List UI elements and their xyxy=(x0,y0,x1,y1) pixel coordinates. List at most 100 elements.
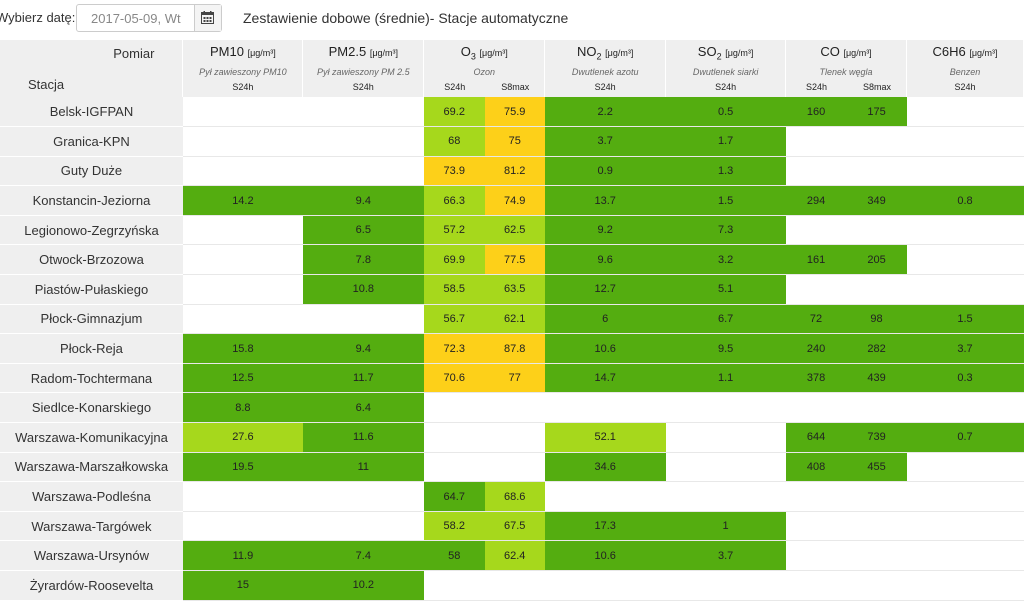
station-name: Otwock-Brzozowa xyxy=(0,244,183,276)
pollutant-name: C6H6 [μg/m³] xyxy=(932,44,998,59)
measurement-cell-co_24 xyxy=(785,570,847,601)
measurement-cell-co_24 xyxy=(785,540,847,571)
header-o3: O3 [μg/m³] Ozon S24h S8max xyxy=(423,40,546,97)
header-station-cell: Pomiar Stacja xyxy=(0,40,184,97)
measurement-cell-c6h6 xyxy=(906,215,1024,246)
measurement-cell-co_8: 455 xyxy=(846,452,907,483)
table-row: Warszawa-Komunikacyjna 27.6 11.6 52.1 644 739… xyxy=(0,422,1024,453)
pollutant-unit: [μg/m³] xyxy=(369,48,399,58)
table-row: Guty Duże 73.9 81.2 0.9 1.3 xyxy=(0,156,1024,187)
measurement-cell-c6h6 xyxy=(906,452,1024,483)
measurement-cell-co_8 xyxy=(846,392,907,424)
measurement-cell-pm10: 12.5 xyxy=(182,363,303,394)
station-name: Warszawa-Ursynów xyxy=(0,540,183,571)
measurement-cell-co_24 xyxy=(785,274,847,305)
measurement-cell-o3_8 xyxy=(484,452,545,483)
table-row: Otwock-Brzozowa 7.8 69.9 77.5 9.6 3.2 161 205 xyxy=(0,244,1024,276)
pollutant-description: Ozon xyxy=(473,67,495,77)
measurement-cell-o3_8: 62.5 xyxy=(484,215,545,246)
measurement-cell-co_24: 408 xyxy=(785,452,847,483)
measurement-cell-o3_24 xyxy=(423,422,485,453)
table-row: Warszawa-Targówek 58.2 67.5 17.3 1 xyxy=(0,511,1024,542)
measurement-cell-c6h6 xyxy=(906,126,1024,157)
measurement-cell-o3_24: 58.5 xyxy=(423,274,485,305)
averaging-s24h: S24h xyxy=(444,82,466,92)
date-value: 2017-05-09, Wt xyxy=(91,11,181,26)
measurement-cell-pm25 xyxy=(302,97,424,128)
toolbar: Wybierz datę: 2017-05-09, Wt Zestawienie… xyxy=(0,0,1024,38)
measurement-cell-c6h6: 0.7 xyxy=(906,422,1024,453)
measurement-cell-co_24: 644 xyxy=(785,422,847,453)
measurement-cell-no2 xyxy=(544,392,666,424)
measurement-cell-co_8 xyxy=(846,481,907,512)
measurement-cell-so2: 1.1 xyxy=(665,363,786,394)
station-name: Siedlce-Konarskiego xyxy=(0,392,183,424)
pollutant-description: Dwutlenek siarki xyxy=(692,67,759,77)
measurement-cell-o3_24: 73.9 xyxy=(423,156,485,187)
measurement-cell-c6h6 xyxy=(906,392,1024,424)
table-row: Belsk-IGFPAN 69.2 75.9 2.2 0.5 160 175 xyxy=(0,97,1024,128)
measurement-cell-o3_24: 69.9 xyxy=(423,244,485,276)
measurement-cell-pm10 xyxy=(182,274,303,305)
measurement-cell-o3_8: 67.5 xyxy=(484,511,545,542)
measurement-cell-co_8: 349 xyxy=(846,185,907,216)
measurement-cell-c6h6: 1.5 xyxy=(906,304,1024,335)
measurement-cell-pm25: 6.5 xyxy=(302,215,424,246)
measurement-cell-no2: 12.7 xyxy=(544,274,666,305)
measurement-cell-o3_24 xyxy=(423,570,485,601)
table-row: Płock-Gimnazjum 56.7 62.1 6 6.7 72 98 1.5 xyxy=(0,304,1024,335)
measurement-cell-co_24 xyxy=(785,511,847,542)
averaging-s24h: S24h xyxy=(954,82,976,92)
measurement-cell-o3_24 xyxy=(423,392,485,424)
measurement-cell-o3_24: 56.7 xyxy=(423,304,485,335)
measurement-cell-pm10 xyxy=(182,156,303,187)
pollutant-unit: [μg/m³] xyxy=(479,48,508,58)
station-name: Płock-Reja xyxy=(0,333,183,364)
header-pm10: PM10 [μg/m³] Pył zawieszony PM10 S24h xyxy=(182,40,304,97)
station-name: Warszawa-Podleśna xyxy=(0,481,183,512)
measurement-cell-c6h6 xyxy=(906,274,1024,305)
pollutant-name: NO2 [μg/m³] xyxy=(577,44,634,62)
measurement-cell-co_24 xyxy=(785,481,847,512)
air-quality-table: Pomiar Stacja PM10 [μg/m³] Pył zawieszony… xyxy=(0,40,1024,601)
measurement-cell-pm25 xyxy=(302,481,424,512)
measurement-cell-no2: 3.7 xyxy=(544,126,666,157)
page-title: Zestawienie dobowe (średnie)- Stacje aut… xyxy=(243,10,569,26)
measurement-cell-o3_24 xyxy=(423,452,485,483)
pollutant-unit: [μg/m³] xyxy=(725,48,754,58)
measurement-cell-o3_24: 69.2 xyxy=(423,97,485,128)
measurement-cell-no2 xyxy=(544,570,666,601)
measurement-cell-co_8: 98 xyxy=(846,304,907,335)
calendar-button[interactable] xyxy=(194,5,221,31)
measurement-cell-o3_24: 58 xyxy=(423,540,485,571)
station-name: Warszawa-Targówek xyxy=(0,511,183,542)
measurement-cell-so2: 7.3 xyxy=(665,215,786,246)
measurement-cell-co_8: 739 xyxy=(846,422,907,453)
measurement-cell-no2: 52.1 xyxy=(544,422,666,453)
measurement-cell-o3_24: 72.3 xyxy=(423,333,485,364)
measurement-cell-o3_8: 87.8 xyxy=(484,333,545,364)
pollutant-unit: [μg/m³] xyxy=(605,48,634,58)
measurement-cell-o3_8 xyxy=(484,422,545,453)
measurement-cell-pm10: 15 xyxy=(182,570,303,601)
measurement-cell-co_24 xyxy=(785,126,847,157)
measurement-cell-so2 xyxy=(665,422,786,453)
date-input[interactable]: 2017-05-09, Wt xyxy=(76,4,222,32)
measurement-cell-so2: 1 xyxy=(665,511,786,542)
measurement-cell-o3_24: 66.3 xyxy=(423,185,485,216)
measurement-cell-so2 xyxy=(665,481,786,512)
measurement-cell-o3_8: 77 xyxy=(484,363,545,394)
measurement-cell-co_8: 282 xyxy=(846,333,907,364)
measurement-cell-so2 xyxy=(665,570,786,601)
pollutant-name: O3 [μg/m³] xyxy=(460,44,508,62)
measurement-cell-pm10: 11.9 xyxy=(182,540,303,571)
stacja-label: Stacja xyxy=(28,77,65,92)
measurement-cell-pm25: 6.4 xyxy=(302,392,424,424)
measurement-cell-pm10: 15.8 xyxy=(182,333,303,364)
station-name: Konstancin-Jeziorna xyxy=(0,185,183,216)
measurement-cell-o3_8: 74.9 xyxy=(484,185,545,216)
measurement-cell-no2: 34.6 xyxy=(544,452,666,483)
measurement-cell-co_24: 294 xyxy=(785,185,847,216)
measurement-cell-pm25 xyxy=(302,126,424,157)
measurement-cell-co_24 xyxy=(785,215,847,246)
